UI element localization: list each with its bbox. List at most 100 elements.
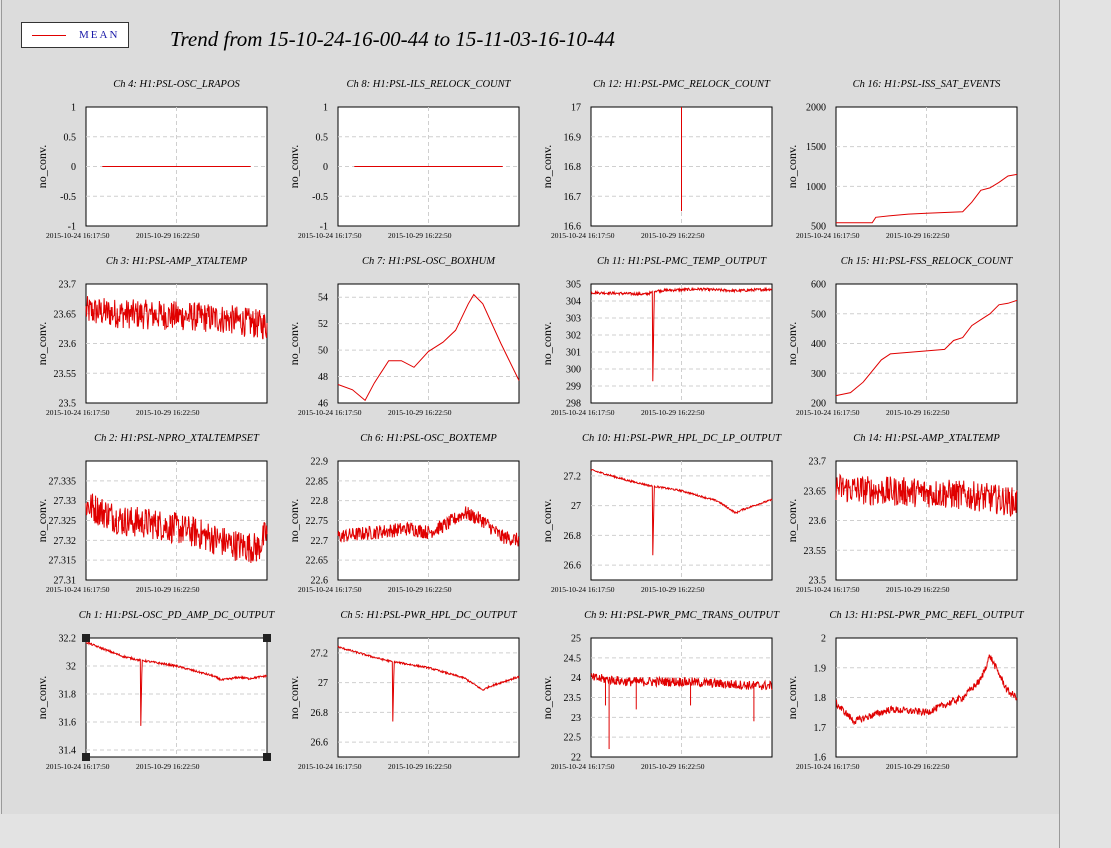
y-axis-label: no_conv. (35, 145, 49, 189)
chart-panel[interactable]: Ch 9: H1:PSL-PWR_PMC_TRANS_OUTPUT 25 24.5 2… (540, 610, 780, 771)
chart-panel[interactable]: Ch 4: H1:PSL-OSC_LRAPOS10.50-0.5-12015-1… (35, 79, 268, 240)
x-tick-label: 2015-10-24 16:17:50 (796, 762, 860, 771)
y-tick-label: 27.33 (54, 496, 77, 507)
y-tick-label: 2 (821, 634, 826, 645)
x-tick-label: 2015-10-29 16:22:50 (886, 585, 950, 594)
chart-panel[interactable]: Ch 16: H1:PSL-ISS_SAT_EVENTS 2000 1500 1000… (785, 79, 1018, 240)
x-tick-label: 2015-10-24 16:17:50 (551, 585, 615, 594)
y-tick-label: 301 (566, 348, 581, 359)
x-tick-label: 2015-10-24 16:17:50 (551, 762, 615, 771)
y-tick-label: -0.5 (60, 192, 76, 203)
y-tick-label: 22.6 (311, 576, 329, 587)
y-tick-label: 23.5 (564, 693, 582, 704)
series-line (835, 473, 1018, 517)
y-tick-label: 52 (318, 319, 328, 330)
page-title: Trend from 15-10-24-16-00-44 to 15-11-03… (170, 27, 615, 51)
y-tick-label: 2000 (806, 103, 826, 114)
y-tick-label: 23 (571, 713, 581, 724)
x-tick-label: 2015-10-29 16:22:50 (136, 585, 200, 594)
y-tick-label: 23.7 (809, 457, 827, 468)
x-tick-label: 2015-10-24 16:17:50 (551, 231, 615, 240)
y-tick-label: 46 (318, 399, 328, 410)
y-tick-label: 50 (318, 346, 328, 357)
chart-panel[interactable]: Ch 5: H1:PSL-PWR_HPL_DC_OUTPUT 27.2 27 26.8… (287, 610, 520, 771)
y-tick-label: 22.65 (306, 556, 329, 567)
y-tick-label: 32.2 (59, 634, 77, 645)
y-tick-label: 16.6 (564, 222, 582, 233)
selection-handle[interactable] (82, 753, 90, 761)
selection-handle[interactable] (82, 634, 90, 642)
chart-panel[interactable]: Ch 13: H1:PSL-PWR_PMC_REFL_OUTPUT 2 1.9 1.8… (785, 610, 1025, 771)
y-tick-label: 22 (571, 753, 581, 764)
x-tick-label: 2015-10-24 16:17:50 (46, 762, 110, 771)
y-tick-label: 24.5 (564, 653, 582, 664)
chart-panel[interactable]: Ch 15: H1:PSL-FSS_RELOCK_COUNT 600 500 400 3… (785, 256, 1018, 417)
y-tick-label: 27.2 (564, 471, 582, 482)
chart-title: Ch 15: H1:PSL-FSS_RELOCK_COUNT (841, 256, 1014, 267)
legend-label: MEAN (79, 29, 120, 41)
x-tick-label: 2015-10-29 16:22:50 (136, 408, 200, 417)
y-tick-label: 1 (323, 103, 328, 114)
y-tick-label: 22.5 (564, 733, 582, 744)
y-tick-label: 0 (323, 162, 328, 173)
x-tick-label: 2015-10-24 16:17:50 (298, 762, 362, 771)
chart-panel[interactable]: Ch 1: H1:PSL-OSC_PD_AMP_DC_OUTPUT 32.2 32 3… (35, 610, 275, 771)
chart-panel[interactable]: Ch 6: H1:PSL-OSC_BOXTEMP 22.9 22.85 22.8 22.… (287, 433, 520, 594)
x-tick-label: 2015-10-24 16:17:50 (46, 408, 110, 417)
y-axis-label: no_conv. (287, 145, 301, 189)
x-tick-label: 2015-10-24 16:17:50 (298, 408, 362, 417)
x-tick-label: 2015-10-29 16:22:50 (641, 231, 705, 240)
chart-title: Ch 12: H1:PSL-PMC_RELOCK_COUNT (593, 79, 771, 90)
series-line (337, 645, 520, 722)
chart-panel[interactable]: Ch 2: H1:PSL-NPRO_XTALTEMPSET 27.335 27.33… (35, 433, 268, 594)
y-tick-label: 0 (71, 162, 76, 173)
y-tick-label: 48 (318, 372, 328, 383)
window-border (1059, 0, 1060, 848)
x-tick-label: 2015-10-29 16:22:50 (641, 408, 705, 417)
chart-panel[interactable]: Ch 7: H1:PSL-OSC_BOXHUM54525048462015-10… (287, 256, 520, 417)
y-tick-label: 23.55 (804, 546, 827, 557)
y-tick-label: 1.8 (814, 693, 827, 704)
selection-handle[interactable] (263, 753, 271, 761)
y-tick-label: 200 (811, 399, 826, 410)
x-tick-label: 2015-10-24 16:17:50 (796, 585, 860, 594)
y-tick-label: 23.6 (809, 516, 827, 527)
y-tick-label: 26.6 (311, 738, 329, 749)
y-axis-label: no_conv. (35, 499, 49, 543)
chart-panel[interactable]: Ch 12: H1:PSL-PMC_RELOCK_COUNT 17 16.9 16.8… (540, 79, 773, 240)
x-tick-label: 2015-10-29 16:22:50 (388, 585, 452, 594)
chart-title: Ch 11: H1:PSL-PMC_TEMP_OUTPUT (597, 256, 767, 267)
y-tick-label: 400 (811, 339, 826, 350)
chart-title: Ch 5: H1:PSL-PWR_HPL_DC_OUTPUT (340, 610, 517, 621)
x-tick-label: 2015-10-24 16:17:50 (46, 231, 110, 240)
y-axis-label: no_conv. (287, 499, 301, 543)
series-line (85, 296, 268, 340)
chart-panel[interactable]: Ch 3: H1:PSL-AMP_XTALTEMP 23.7 23.65 23.6 23… (35, 256, 268, 417)
y-tick-label: -0.5 (312, 192, 328, 203)
chart-title: Ch 13: H1:PSL-PWR_PMC_REFL_OUTPUT (829, 610, 1024, 621)
series-line (85, 493, 268, 564)
y-tick-label: 22.8 (311, 496, 329, 507)
series-line (590, 672, 773, 691)
y-tick-label: 32 (66, 662, 76, 673)
chart-title: Ch 7: H1:PSL-OSC_BOXHUM (362, 256, 496, 267)
x-tick-label: 2015-10-29 16:22:50 (641, 585, 705, 594)
chart-panel[interactable]: Ch 14: H1:PSL-AMP_XTALTEMP 23.7 23.65 23.6 2… (785, 433, 1018, 594)
selection-handle[interactable] (263, 634, 271, 642)
y-tick-label: 25 (571, 634, 581, 645)
series-line (337, 506, 520, 547)
y-tick-label: 305 (566, 280, 581, 291)
chart-panel[interactable]: Ch 11: H1:PSL-PMC_TEMP_OUTPUT 305 304 303 30… (540, 256, 773, 417)
y-tick-label: 27.31 (54, 576, 77, 587)
legend[interactable]: MEAN (21, 22, 129, 48)
y-tick-label: 300 (566, 365, 581, 376)
y-tick-label: 500 (811, 309, 826, 320)
series-line (590, 469, 773, 556)
y-axis-label: no_conv. (287, 322, 301, 366)
x-tick-label: 2015-10-29 16:22:50 (641, 762, 705, 771)
chart-panel[interactable]: Ch 10: H1:PSL-PWR_HPL_DC_LP_OUTPUT 27.2 27… (540, 433, 782, 594)
chart-panel[interactable]: Ch 8: H1:PSL-ILS_RELOCK_COUNT 1 0.5 0 -0.5 -1… (287, 79, 520, 240)
y-tick-label: 23.65 (54, 309, 77, 320)
y-axis-label: no_conv. (785, 499, 799, 543)
y-tick-label: 302 (566, 331, 581, 342)
